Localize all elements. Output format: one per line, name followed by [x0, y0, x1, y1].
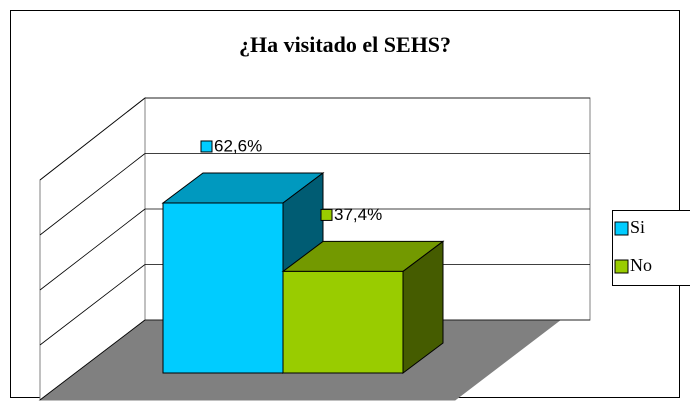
data-label: 37,4% [334, 205, 382, 224]
grid-line [39, 319, 146, 401]
bar [282, 270, 404, 374]
legend-swatch [614, 221, 629, 236]
grid-line [39, 153, 146, 236]
chart-title: ¿Ha visitado el SEHS? [239, 32, 451, 57]
data-label-key [320, 208, 333, 221]
legend-swatch [614, 259, 629, 274]
grid-line [39, 97, 146, 181]
bar [162, 202, 284, 374]
data-label: 62,6% [214, 136, 262, 155]
legend-label: Si [630, 217, 645, 237]
data-label-key [200, 140, 213, 153]
grid-line [39, 264, 146, 346]
legend-label: No [630, 255, 652, 275]
grid-line [39, 208, 146, 291]
